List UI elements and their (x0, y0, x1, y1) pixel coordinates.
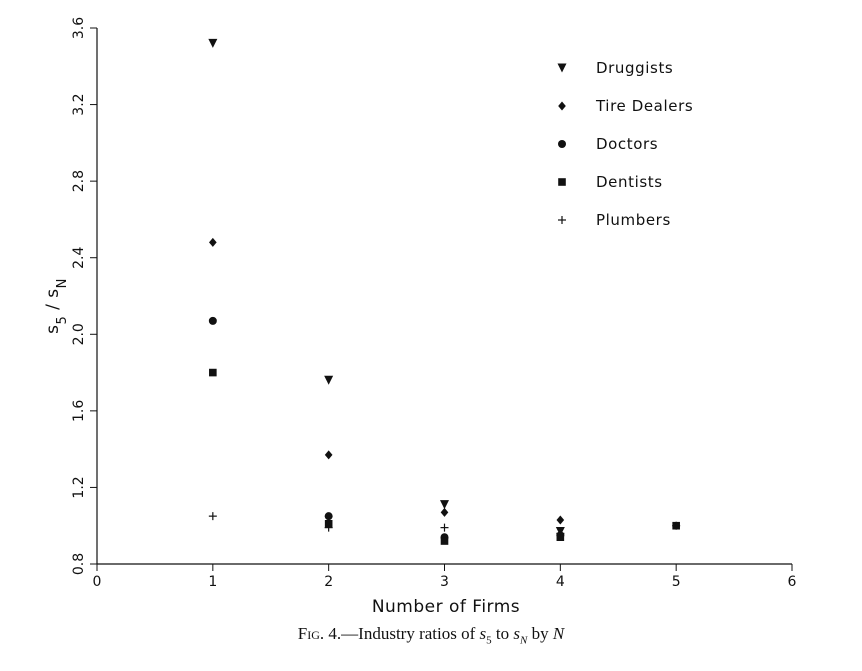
x-tick-label: 5 (672, 574, 681, 590)
plumbers-point (440, 523, 449, 532)
chart-marks (208, 38, 681, 545)
y-axis-title: s5 / sN (43, 278, 70, 334)
druggists-point (208, 38, 218, 48)
y-tick-label: 0.8 (71, 553, 87, 575)
y-label-s5: s (43, 325, 63, 334)
chart-legend: Druggists Tire Dealers Doctors Dentists Plum… (557, 59, 693, 229)
dentists-point (209, 368, 217, 377)
caption-fig-label: Fig. 4. (297, 624, 342, 643)
scatter-chart: 0 1 2 3 4 5 6 0.8 1.2 1.6 2.0 2.4 2.8 3.2 3.6 Druggist… (43, 17, 797, 617)
x-tick-label: 4 (556, 574, 565, 590)
legend-label-dentists: Dentists (596, 173, 663, 191)
tire-dealers-point (209, 237, 217, 247)
x-tick-label: 0 (93, 574, 102, 590)
x-tick-label: 6 (788, 574, 797, 590)
x-axis-title: Number of Firms (372, 597, 520, 617)
y-label-sn: s (43, 288, 63, 297)
legend-marker-doctors (558, 140, 566, 148)
caption-sn-sub: N (520, 634, 528, 647)
caption-s5-sub: 5 (486, 634, 492, 647)
druggists-point (324, 375, 334, 385)
x-tick-label: 2 (324, 574, 333, 590)
y-label-sn-sub: N (55, 278, 70, 288)
legend-label-doctors: Doctors (596, 135, 658, 153)
y-tick-label: 1.6 (71, 400, 87, 422)
y-tick-label: 2.4 (71, 246, 87, 268)
caption-text-1: —Industry ratios of (341, 624, 480, 643)
dentists-point (440, 537, 449, 545)
legend-marker-dentists (558, 178, 566, 186)
legend-marker-druggists (557, 63, 567, 73)
tire-dealers-point (556, 515, 565, 525)
doctors-point (324, 512, 333, 521)
plumbers-point (672, 521, 681, 530)
doctors-point (208, 316, 217, 325)
plumbers-point (324, 523, 333, 532)
y-tick-label: 1.2 (71, 476, 87, 498)
y-tick-label: 3.6 (71, 17, 87, 39)
y-tick-label: 2.8 (71, 170, 87, 192)
caption-text-3: by (527, 624, 553, 643)
plumbers-point (208, 512, 217, 521)
y-tick-label: 3.2 (71, 93, 87, 115)
plumbers-point (556, 529, 565, 538)
tire-dealers-point (440, 507, 449, 517)
legend-label-tire-dealers: Tire Dealers (595, 97, 693, 115)
legend-marker-plumbers (558, 216, 566, 224)
tire-dealers-point (324, 450, 333, 460)
y-label-s5-sub: 5 (55, 316, 70, 325)
x-tick-label: 3 (440, 574, 449, 590)
y-label-slash: / (43, 298, 63, 316)
caption-n: N (552, 624, 565, 643)
legend-label-druggists: Druggists (596, 59, 673, 77)
chart-ticks: 0 1 2 3 4 5 6 0.8 1.2 1.6 2.0 2.4 2.8 3.2 3.6 (71, 17, 797, 590)
figure-caption: Fig. 4.—Industry ratios of s5 to sN by N (0, 624, 862, 646)
caption-s5: s (479, 624, 487, 643)
legend-label-plumbers: Plumbers (596, 211, 671, 229)
y-tick-label: 2.0 (71, 323, 87, 345)
x-tick-label: 1 (208, 574, 217, 590)
legend-marker-tire-dealers (558, 101, 566, 111)
druggists-point (440, 500, 449, 510)
caption-text-2: to (491, 624, 514, 643)
caption-sn: s (513, 624, 520, 643)
